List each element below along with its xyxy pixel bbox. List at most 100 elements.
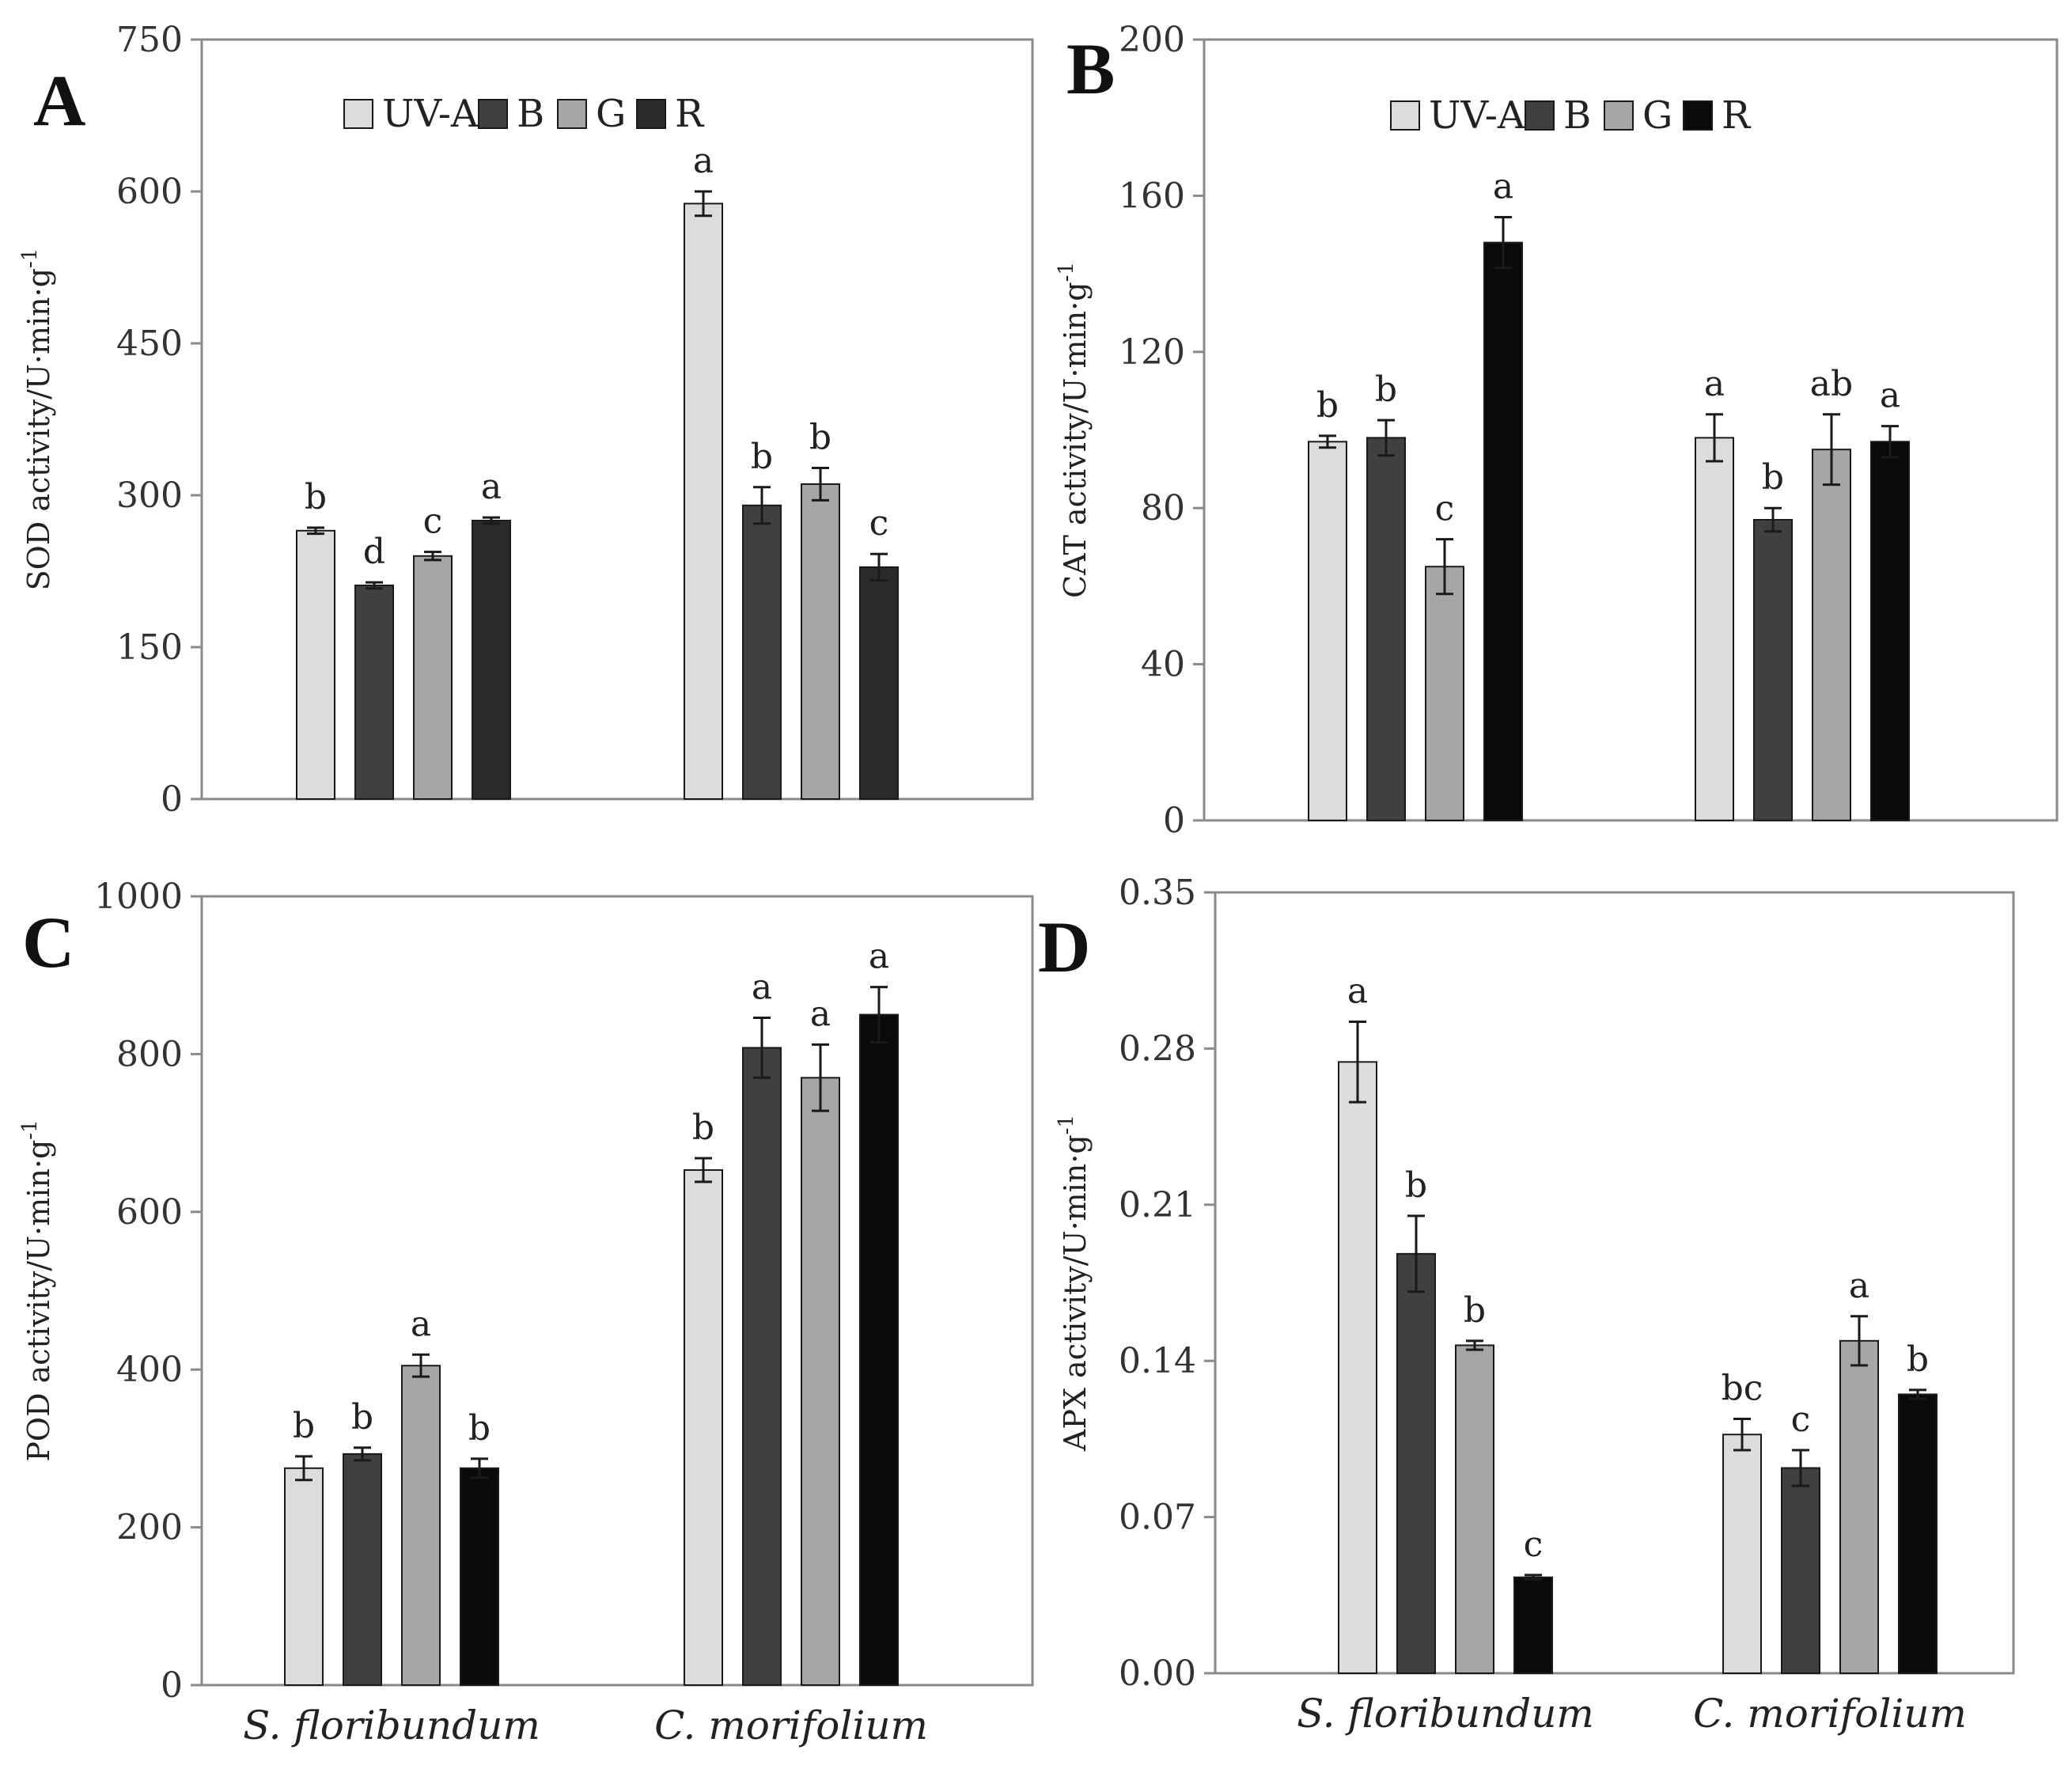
y-tick-label: 450 xyxy=(116,324,183,364)
bar-b xyxy=(1396,1252,1436,1674)
bar-r xyxy=(1898,1393,1938,1674)
legend-label: R xyxy=(1722,93,1752,138)
bar-uva xyxy=(684,1168,723,1686)
bar-g xyxy=(1455,1344,1494,1674)
bar-g xyxy=(801,1077,840,1687)
legend-swatch-g xyxy=(557,99,587,129)
y-tick-label: 80 xyxy=(1141,488,1185,528)
significance-letter: b xyxy=(1316,385,1339,426)
y-tick-label: 750 xyxy=(116,20,183,60)
bar-uva xyxy=(684,203,723,800)
significance-letter: b xyxy=(1405,1165,1427,1206)
legend-label: B xyxy=(517,92,544,136)
significance-letter: a xyxy=(693,141,714,181)
y-tick-label: 0.07 xyxy=(1119,1498,1196,1538)
y-tick-label: 1000 xyxy=(94,877,183,917)
y-axis-title-superscript: -1 xyxy=(1055,262,1078,282)
significance-letter: b xyxy=(351,1397,373,1437)
legend-label: B xyxy=(1563,93,1591,138)
significance-letter: b xyxy=(1762,457,1784,498)
bar-r xyxy=(1870,441,1910,821)
y-axis-title: CAT activity/U·min·g-1 xyxy=(1055,262,1093,598)
significance-letter: a xyxy=(752,968,772,1008)
significance-letter: a xyxy=(481,467,502,507)
plot-frame xyxy=(200,38,1034,801)
significance-letter: b xyxy=(305,477,327,517)
plot-frame xyxy=(1203,38,2059,822)
chart-panel-a: 0 150 300 450 600 750 SOD activity/U·min·g-1 Ab… xyxy=(18,20,1034,820)
significance-letter: a xyxy=(869,937,889,977)
bar-uva xyxy=(296,529,335,800)
y-tick-label: 0 xyxy=(161,1665,183,1706)
bar-b xyxy=(354,584,394,800)
significance-letter: d xyxy=(363,532,385,572)
bar-b xyxy=(742,504,782,800)
legend-swatch-g xyxy=(1604,100,1634,131)
significance-letter: b xyxy=(1907,1339,1929,1380)
significance-letter: a xyxy=(810,994,831,1034)
legend-swatch-uva xyxy=(1390,100,1420,131)
significance-letter: c xyxy=(423,502,443,542)
y-tick-label: 200 xyxy=(1119,20,1185,60)
y-tick-label: 0 xyxy=(1163,801,1185,841)
significance-letter: a xyxy=(1849,1266,1869,1306)
significance-letter: a xyxy=(411,1304,431,1344)
y-tick-label: 0 xyxy=(161,779,183,820)
legend-label: G xyxy=(1642,93,1672,138)
y-tick-label: 400 xyxy=(116,1350,183,1390)
significance-letter: b xyxy=(468,1408,491,1449)
significance-letter: c xyxy=(1435,489,1455,529)
legend-swatch-b xyxy=(478,99,508,129)
significance-letter: c xyxy=(1791,1400,1811,1440)
legend-swatch-uva xyxy=(343,99,373,129)
y-tick-label: 200 xyxy=(116,1508,183,1548)
y-tick-label: 0.14 xyxy=(1119,1341,1196,1381)
significance-letter: b xyxy=(1464,1290,1486,1331)
bar-b xyxy=(1781,1467,1820,1675)
y-tick-label: 0.00 xyxy=(1119,1653,1196,1694)
bar-uva xyxy=(284,1467,324,1686)
bar-uva xyxy=(1722,1434,1762,1674)
y-axis-title-superscript: -1 xyxy=(1055,1115,1078,1134)
bar-b xyxy=(742,1047,782,1686)
y-tick-label: 600 xyxy=(116,172,183,212)
y-axis-title: APX activity/U·min·g-1 xyxy=(1055,1115,1093,1452)
legend: UV-A B G R xyxy=(1390,93,1752,138)
y-tick-label: 0.35 xyxy=(1119,873,1196,913)
bar-r xyxy=(472,520,511,800)
bar-g xyxy=(801,483,840,800)
plot-frame xyxy=(200,895,1034,1687)
legend-label: UV-A xyxy=(1429,93,1526,138)
bar-b xyxy=(1366,437,1406,821)
plot-frame xyxy=(1214,891,2015,1675)
bar-r xyxy=(460,1467,499,1686)
y-tick-label: 800 xyxy=(116,1034,183,1074)
legend-swatch-r xyxy=(1683,100,1713,131)
y-axis-title-text: CAT activity/U·min·g xyxy=(1058,282,1093,598)
panel-letter: C xyxy=(22,902,74,983)
significance-letter: b xyxy=(293,1406,315,1446)
y-tick-label: 160 xyxy=(1119,176,1185,216)
bar-b xyxy=(343,1453,382,1687)
y-axis-title-text: SOD activity/U·min·g xyxy=(21,268,56,590)
category-label: S. floribundum xyxy=(243,1703,540,1748)
bar-g xyxy=(1839,1339,1879,1674)
bar-r xyxy=(1513,1576,1553,1674)
significance-letter: b xyxy=(1375,369,1397,410)
y-axis-title-text: POD activity/U·min·g xyxy=(21,1140,56,1462)
bar-g xyxy=(401,1365,441,1686)
y-tick-label: 0.28 xyxy=(1119,1028,1196,1069)
significance-letter: c xyxy=(869,503,889,544)
y-axis-title-superscript: -1 xyxy=(18,248,42,268)
bar-uva xyxy=(1695,437,1734,821)
significance-letter: a xyxy=(1704,364,1725,404)
bar-g xyxy=(1425,566,1464,821)
legend: UV-A B G R xyxy=(343,92,705,136)
significance-letter: a xyxy=(1347,972,1368,1012)
bar-r xyxy=(1483,241,1523,821)
legend-label: G xyxy=(596,92,626,136)
panel-letter: A xyxy=(33,60,85,141)
